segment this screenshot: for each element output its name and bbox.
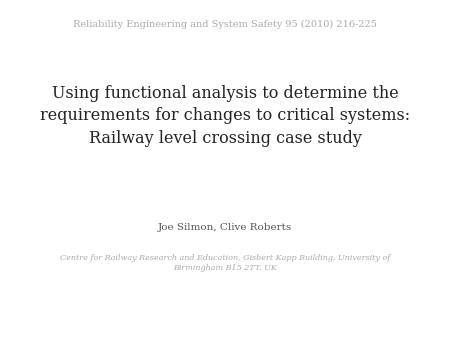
Text: Reliability Engineering and System Safety 95 (2010) 216-225: Reliability Engineering and System Safet… xyxy=(73,20,377,29)
Text: Using functional analysis to determine the
requirements for changes to critical : Using functional analysis to determine t… xyxy=(40,84,410,147)
Text: Joe Silmon, Clive Roberts: Joe Silmon, Clive Roberts xyxy=(158,223,292,232)
Text: Centre for Railway Research and Education, Gisbert Kapp Building, University of
: Centre for Railway Research and Educatio… xyxy=(60,254,390,272)
